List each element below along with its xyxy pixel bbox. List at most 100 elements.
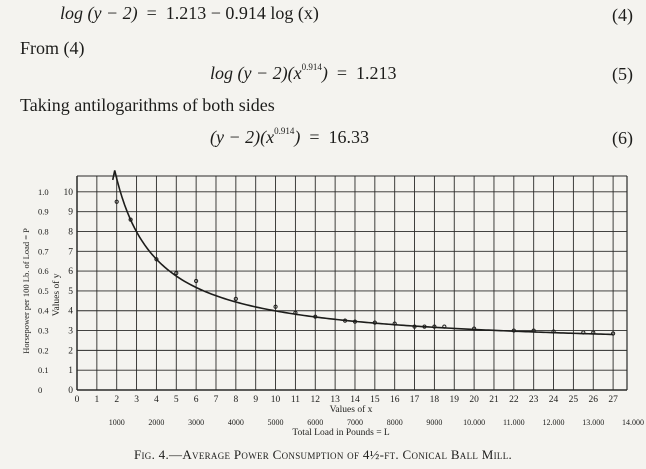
- chart-grid: [76, 175, 628, 391]
- x-tick-label: 27: [608, 395, 618, 405]
- data-point: [114, 199, 119, 204]
- load-tick-label: 14.000: [622, 418, 644, 427]
- data-point: [531, 328, 536, 333]
- y-tick-label: 0: [68, 386, 73, 396]
- y-tick-label: 2: [68, 346, 73, 356]
- x-tick-label: 8: [233, 395, 238, 405]
- data-point: [352, 319, 358, 324]
- p-tick-label: 0.2: [38, 345, 49, 355]
- x-tick-label: 19: [450, 395, 460, 405]
- load-tick-label: 1000: [109, 418, 125, 427]
- x-tick-label: 1: [94, 395, 99, 405]
- load-tick-label: 12.000: [543, 418, 565, 427]
- x-tick-label: 7: [214, 395, 219, 405]
- load-tick-label: 7000: [347, 418, 363, 427]
- x-tick-label: 14: [350, 395, 360, 405]
- load-tick-label: 2000: [148, 418, 164, 427]
- y-tick-label: 8: [68, 227, 73, 237]
- p-tick-label: 0: [38, 385, 42, 395]
- data-point: [581, 330, 586, 335]
- x-tick-label: 25: [569, 395, 579, 405]
- y-tick-label: 7: [68, 247, 73, 257]
- data-point: [551, 329, 556, 334]
- x-tick-label: 23: [529, 395, 539, 405]
- p-tick-label: 0.5: [38, 286, 49, 296]
- x-tick-label: 24: [549, 395, 559, 405]
- load-tick-label: 11.000: [503, 418, 525, 427]
- data-point: [174, 270, 179, 276]
- data-point: [194, 278, 199, 284]
- data-point: [233, 296, 238, 301]
- load-tick-label: 9000: [426, 418, 442, 427]
- y-tick-label: 4: [68, 307, 73, 317]
- equation-5-equals: =: [336, 63, 348, 83]
- y-tick-label: 1: [68, 366, 73, 376]
- x-tick-label: 0: [75, 395, 80, 405]
- p-tick-label: 0.6: [38, 266, 49, 276]
- from-text: From (4): [20, 38, 85, 58]
- equation-5-rhs: 1.213: [356, 63, 397, 83]
- figure-caption-text: —Average Power Consumption of 4½-ft. Con…: [169, 447, 513, 462]
- equation-5: log (y − 2)(x0.914) = 1.213: [210, 62, 397, 84]
- load-tick-label: 5000: [268, 418, 284, 427]
- equation-4-number: (4): [612, 5, 633, 25]
- p-tick-label: 0.7: [38, 246, 49, 256]
- equation-5-lhs-b: ): [321, 63, 328, 83]
- antilog-text: Taking antilogarithms of both sides: [20, 95, 275, 115]
- equation-6-number: (6): [612, 128, 633, 148]
- data-point: [442, 324, 447, 329]
- chart-axis-text: 0 1 2 3 4 5 6 7 8 9 10 11 12 13 14 15 16 17 18 19 20 21 22 23 24…: [21, 187, 644, 438]
- data-point: [511, 328, 516, 333]
- y-tick-label: 6: [68, 267, 73, 277]
- y-tick-label: 5: [68, 287, 73, 297]
- equation-5-exponent: 0.914: [301, 62, 322, 72]
- fitted-curve: [111, 170, 614, 336]
- p-tick-label: 0.8: [38, 226, 49, 236]
- x-tick-label: 3: [134, 395, 139, 405]
- p-tick-label: 0.1: [38, 365, 49, 375]
- data-point: [154, 257, 159, 262]
- figure-caption-prefix: Fig. 4.: [133, 447, 170, 462]
- x-tick-label: 20: [469, 395, 479, 405]
- equation-5-number: (5): [612, 64, 633, 84]
- x-tick-label: 4: [154, 395, 159, 405]
- equation-6-exponent: 0.914: [274, 126, 295, 136]
- data-point: [372, 320, 377, 325]
- load-tick-label: 8000: [387, 418, 403, 427]
- y-axis-label: Values of y: [51, 273, 62, 316]
- figure-caption: Fig. 4.—Average Power Consumption of 4½-…: [0, 447, 646, 463]
- data-points: [114, 199, 616, 336]
- x-tick-label: 16: [390, 395, 400, 405]
- y-tick-label: 10: [64, 188, 74, 198]
- x-tick-label: 9: [253, 395, 258, 405]
- load-axis-label: Total Load in Pounds = L: [292, 428, 390, 438]
- equation-4-lhs: log (y − 2): [60, 3, 138, 23]
- equation-6-rhs: 16.33: [328, 127, 370, 147]
- equation-6-equals: =: [309, 127, 320, 147]
- data-point: [422, 324, 427, 329]
- data-point: [392, 321, 397, 326]
- data-point: [611, 331, 616, 336]
- equation-5-lhs-a: log (y − 2)(x: [210, 63, 302, 83]
- equation-6-lhs-b: ): [294, 127, 301, 147]
- x-tick-label: 22: [509, 395, 519, 405]
- data-point: [313, 314, 318, 319]
- y-tick-label: 3: [68, 327, 73, 337]
- x-tick-label: 2: [114, 395, 119, 405]
- data-point: [273, 304, 278, 309]
- p-tick-label: 0.3: [38, 326, 49, 336]
- x-tick-label: 5: [174, 395, 179, 405]
- x-tick-label: 18: [430, 395, 440, 405]
- p-axis-label: Horsepower per 100 Lb. of Load = P: [21, 228, 31, 354]
- equation-6: (y − 2)(x0.914) = 16.33: [210, 126, 369, 148]
- x-tick-label: 26: [588, 395, 598, 405]
- y-tick-label: 9: [68, 208, 73, 218]
- data-point: [412, 324, 417, 329]
- x-tick-label: 12: [311, 395, 321, 405]
- load-tick-label: 4000: [228, 418, 244, 427]
- p-tick-label: 0.4: [38, 306, 49, 316]
- power-consumption-chart: 0 1 2 3 4 5 6 7 8 9 10 11 12 13 14 15 16 17 18 19 20 21 22 23 24…: [21, 170, 644, 438]
- p-tick-label: 0.9: [38, 207, 49, 217]
- x-tick-label: 15: [370, 395, 380, 405]
- load-tick-label: 13.000: [582, 418, 604, 427]
